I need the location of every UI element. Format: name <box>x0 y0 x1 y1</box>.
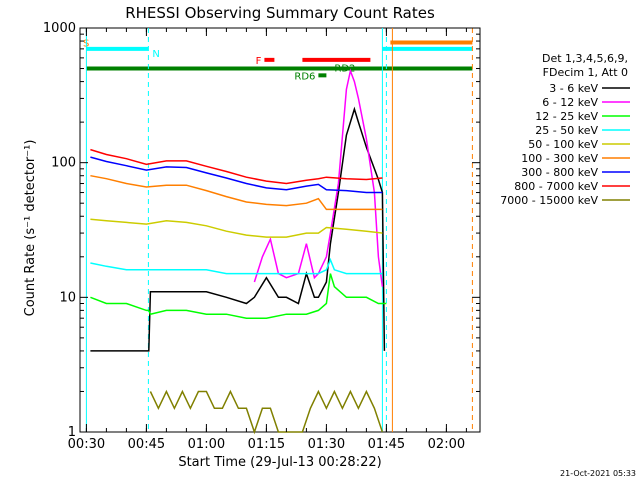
plot-frame <box>79 27 481 433</box>
legend-header: Det 1,3,4,5,6,9, <box>542 52 628 65</box>
chart-title: RHESSI Observing Summary Count Rates <box>125 4 435 22</box>
x-tick-label: 00:45 <box>128 437 165 452</box>
footer-timestamp: 21-Oct-2021 05:33 <box>560 469 636 478</box>
series-lines <box>90 68 387 435</box>
flag-label: RD6 <box>294 71 315 82</box>
legend-label: 25 - 50 keV <box>535 124 598 137</box>
legend: Det 1,3,4,5,6,9,FDecim 1, Att 0 3 - 6 keV… <box>500 52 630 207</box>
series-line <box>149 389 384 435</box>
legend-label: 800 - 7000 keV <box>514 180 598 193</box>
legend-label: 6 - 12 keV <box>542 96 598 109</box>
y-tick-label: 10 <box>59 290 76 305</box>
plot-area <box>79 27 481 433</box>
flag-label: RD2 <box>334 64 355 75</box>
series-line <box>90 218 383 238</box>
x-tick-label: 01:15 <box>248 437 285 452</box>
y-axis-label: Count Rate (s⁻¹ detector⁻¹) <box>23 140 38 317</box>
series-line <box>90 156 383 194</box>
series-line <box>90 273 387 319</box>
x-tick-label: 01:00 <box>188 437 225 452</box>
legend-label: 100 - 300 keV <box>521 152 598 165</box>
x-axis-label: Start Time (29-Jul-13 00:28:22) <box>178 455 381 470</box>
x-tick-label: 02:00 <box>428 437 465 452</box>
series-line <box>90 257 383 275</box>
flag-label: N <box>152 49 159 60</box>
flag-label: F <box>256 56 262 67</box>
vertical-markers <box>85 28 473 432</box>
y-tick-label: 1000 <box>43 21 76 36</box>
x-tick-label: 01:30 <box>308 437 345 452</box>
flag-bars: SNFRD2RD6 <box>83 39 473 82</box>
legend-label: 7000 - 15000 keV <box>500 194 598 207</box>
legend-label: 50 - 100 keV <box>528 138 598 151</box>
series-line <box>90 106 386 352</box>
x-tick-label: 01:45 <box>368 437 405 452</box>
legend-header: FDecim 1, Att 0 <box>543 66 628 79</box>
series-line <box>90 148 383 185</box>
series-line <box>90 174 383 211</box>
legend-label: 300 - 800 keV <box>521 166 598 179</box>
y-tick-label: 1 <box>68 425 76 440</box>
y-tick-label: 100 <box>51 156 76 171</box>
axes: 1 10 100 1000 00:30 00:45 01:00 01:15 01:30 01:45… <box>43 21 480 452</box>
x-tick-label: 00:30 <box>68 437 105 452</box>
legend-label: 12 - 25 keV <box>535 110 598 123</box>
legend-label: 3 - 6 keV <box>549 82 598 95</box>
